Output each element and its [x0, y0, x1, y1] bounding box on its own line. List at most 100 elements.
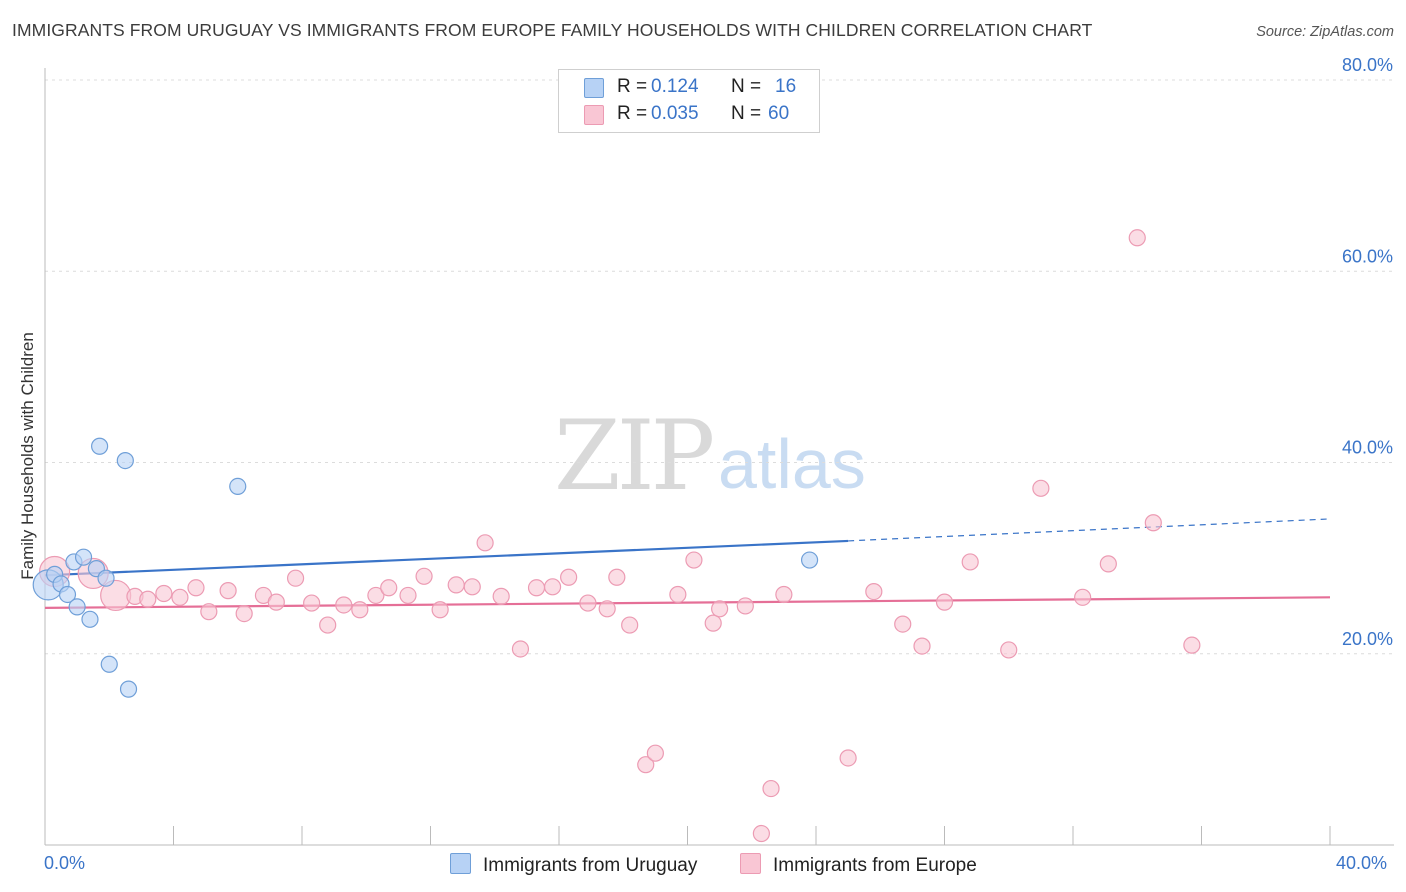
n-value-europe: 60 [768, 103, 790, 124]
europe-point [752, 824, 770, 843]
trend-lines [44, 518, 1331, 609]
r-label: R = [617, 76, 648, 97]
europe-point [235, 604, 253, 623]
europe-point [527, 579, 546, 597]
n-label: N = [731, 76, 762, 97]
europe-point [139, 590, 157, 608]
y-tick-label: 40.0% [1342, 438, 1393, 458]
n-value-uruguay: 16 [775, 76, 797, 97]
europe-point [399, 586, 417, 605]
europe-point [598, 600, 616, 618]
europe-point [762, 779, 780, 798]
y-axis-label: Family Households with Children [18, 332, 37, 580]
uruguay-point [800, 551, 819, 569]
uruguay-point [97, 569, 115, 587]
uruguay-point [58, 585, 77, 604]
europe-point [621, 616, 639, 634]
europe-point [865, 582, 883, 601]
europe-point [286, 569, 305, 587]
europe-point [685, 551, 703, 569]
uruguay-point [116, 451, 134, 470]
europe-point [447, 576, 465, 594]
europe-point [579, 594, 597, 612]
europe-point [1099, 555, 1117, 573]
europe-point [303, 594, 321, 612]
uruguay-point [100, 655, 118, 673]
europe-point [492, 587, 510, 605]
chart-title: IMMIGRANTS FROM URUGUAY VS IMMIGRANTS FR… [12, 20, 1093, 40]
legend-item-europe: Immigrants from Europe [740, 853, 977, 877]
y-tick-labels: 20.0% 40.0% 60.0% 80.0% [1342, 55, 1393, 649]
uruguay-point [229, 477, 247, 496]
n-label: N = [731, 103, 762, 124]
europe-point [775, 585, 793, 604]
europe-point [1183, 636, 1201, 654]
europe-trend-line [44, 596, 1331, 609]
legend-label-uruguay: Immigrants from Uruguay [483, 855, 698, 876]
europe-point [200, 603, 218, 621]
stats-legend: R = 0.124 N = 16 R = 0.035 N = 60 [558, 69, 820, 133]
europe-point [935, 593, 954, 611]
y-tick-label: 60.0% [1342, 246, 1393, 266]
europe-point [637, 756, 655, 774]
uruguay-point [74, 548, 93, 566]
europe-point [155, 584, 173, 603]
europe-point [1074, 588, 1092, 606]
europe-point [736, 597, 754, 615]
europe-point [646, 744, 664, 762]
r-value-europe: 0.035 [651, 103, 699, 124]
europe-point [1032, 479, 1050, 497]
europe-point [431, 601, 449, 619]
uruguay-point [68, 598, 86, 616]
europe-point [335, 596, 353, 614]
x-tick-label-end: 40.0% [1336, 853, 1388, 873]
europe-point [171, 588, 189, 606]
europe-point [961, 553, 979, 571]
y-tick-label: 20.0% [1342, 629, 1393, 649]
europe-point [913, 637, 931, 655]
watermark-atlas: atlas [718, 425, 866, 503]
europe-point [560, 568, 578, 586]
europe-point [187, 579, 205, 597]
y-tick-label: 80.0% [1342, 55, 1393, 75]
x-tick-label-start: 0.0% [44, 853, 86, 873]
r-value-uruguay: 0.124 [651, 76, 699, 97]
uruguay-point [91, 437, 109, 455]
europe-point [463, 578, 481, 596]
europe-point [704, 614, 722, 632]
europe-point [711, 600, 729, 618]
europe-point [1000, 641, 1018, 659]
uruguay-trend-extension [848, 518, 1331, 542]
uruguay-point [119, 680, 138, 698]
europe-point [367, 586, 385, 605]
uruguay-trend-line [44, 539, 849, 577]
europe-point [1128, 229, 1146, 247]
r-label: R = [617, 103, 648, 124]
legend-label-europe: Immigrants from Europe [773, 855, 977, 876]
source-credit: Source: ZipAtlas.com [1256, 24, 1394, 40]
europe-point [476, 534, 494, 552]
europe-point [1144, 514, 1162, 532]
europe-point [669, 585, 687, 604]
europe-point [839, 749, 857, 767]
europe-point [543, 578, 562, 596]
uruguay-points [32, 437, 819, 698]
uruguay-swatch-icon [450, 853, 471, 874]
europe-point [511, 640, 530, 658]
europe-point [319, 616, 337, 634]
uruguay-swatch-icon [584, 78, 604, 98]
europe-point [894, 615, 912, 633]
europe-point [351, 601, 369, 619]
europe-points [39, 229, 1201, 843]
europe-point [267, 593, 285, 611]
europe-point [380, 579, 398, 597]
europe-point [608, 568, 626, 586]
legend-item-uruguay: Immigrants from Uruguay [450, 853, 697, 877]
europe-point [415, 567, 433, 585]
uruguay-point [81, 610, 99, 628]
europe-point [219, 582, 237, 600]
europe-swatch-icon [584, 105, 604, 125]
europe-swatch-icon [740, 853, 761, 874]
watermark-zip: ZIP [554, 400, 715, 512]
